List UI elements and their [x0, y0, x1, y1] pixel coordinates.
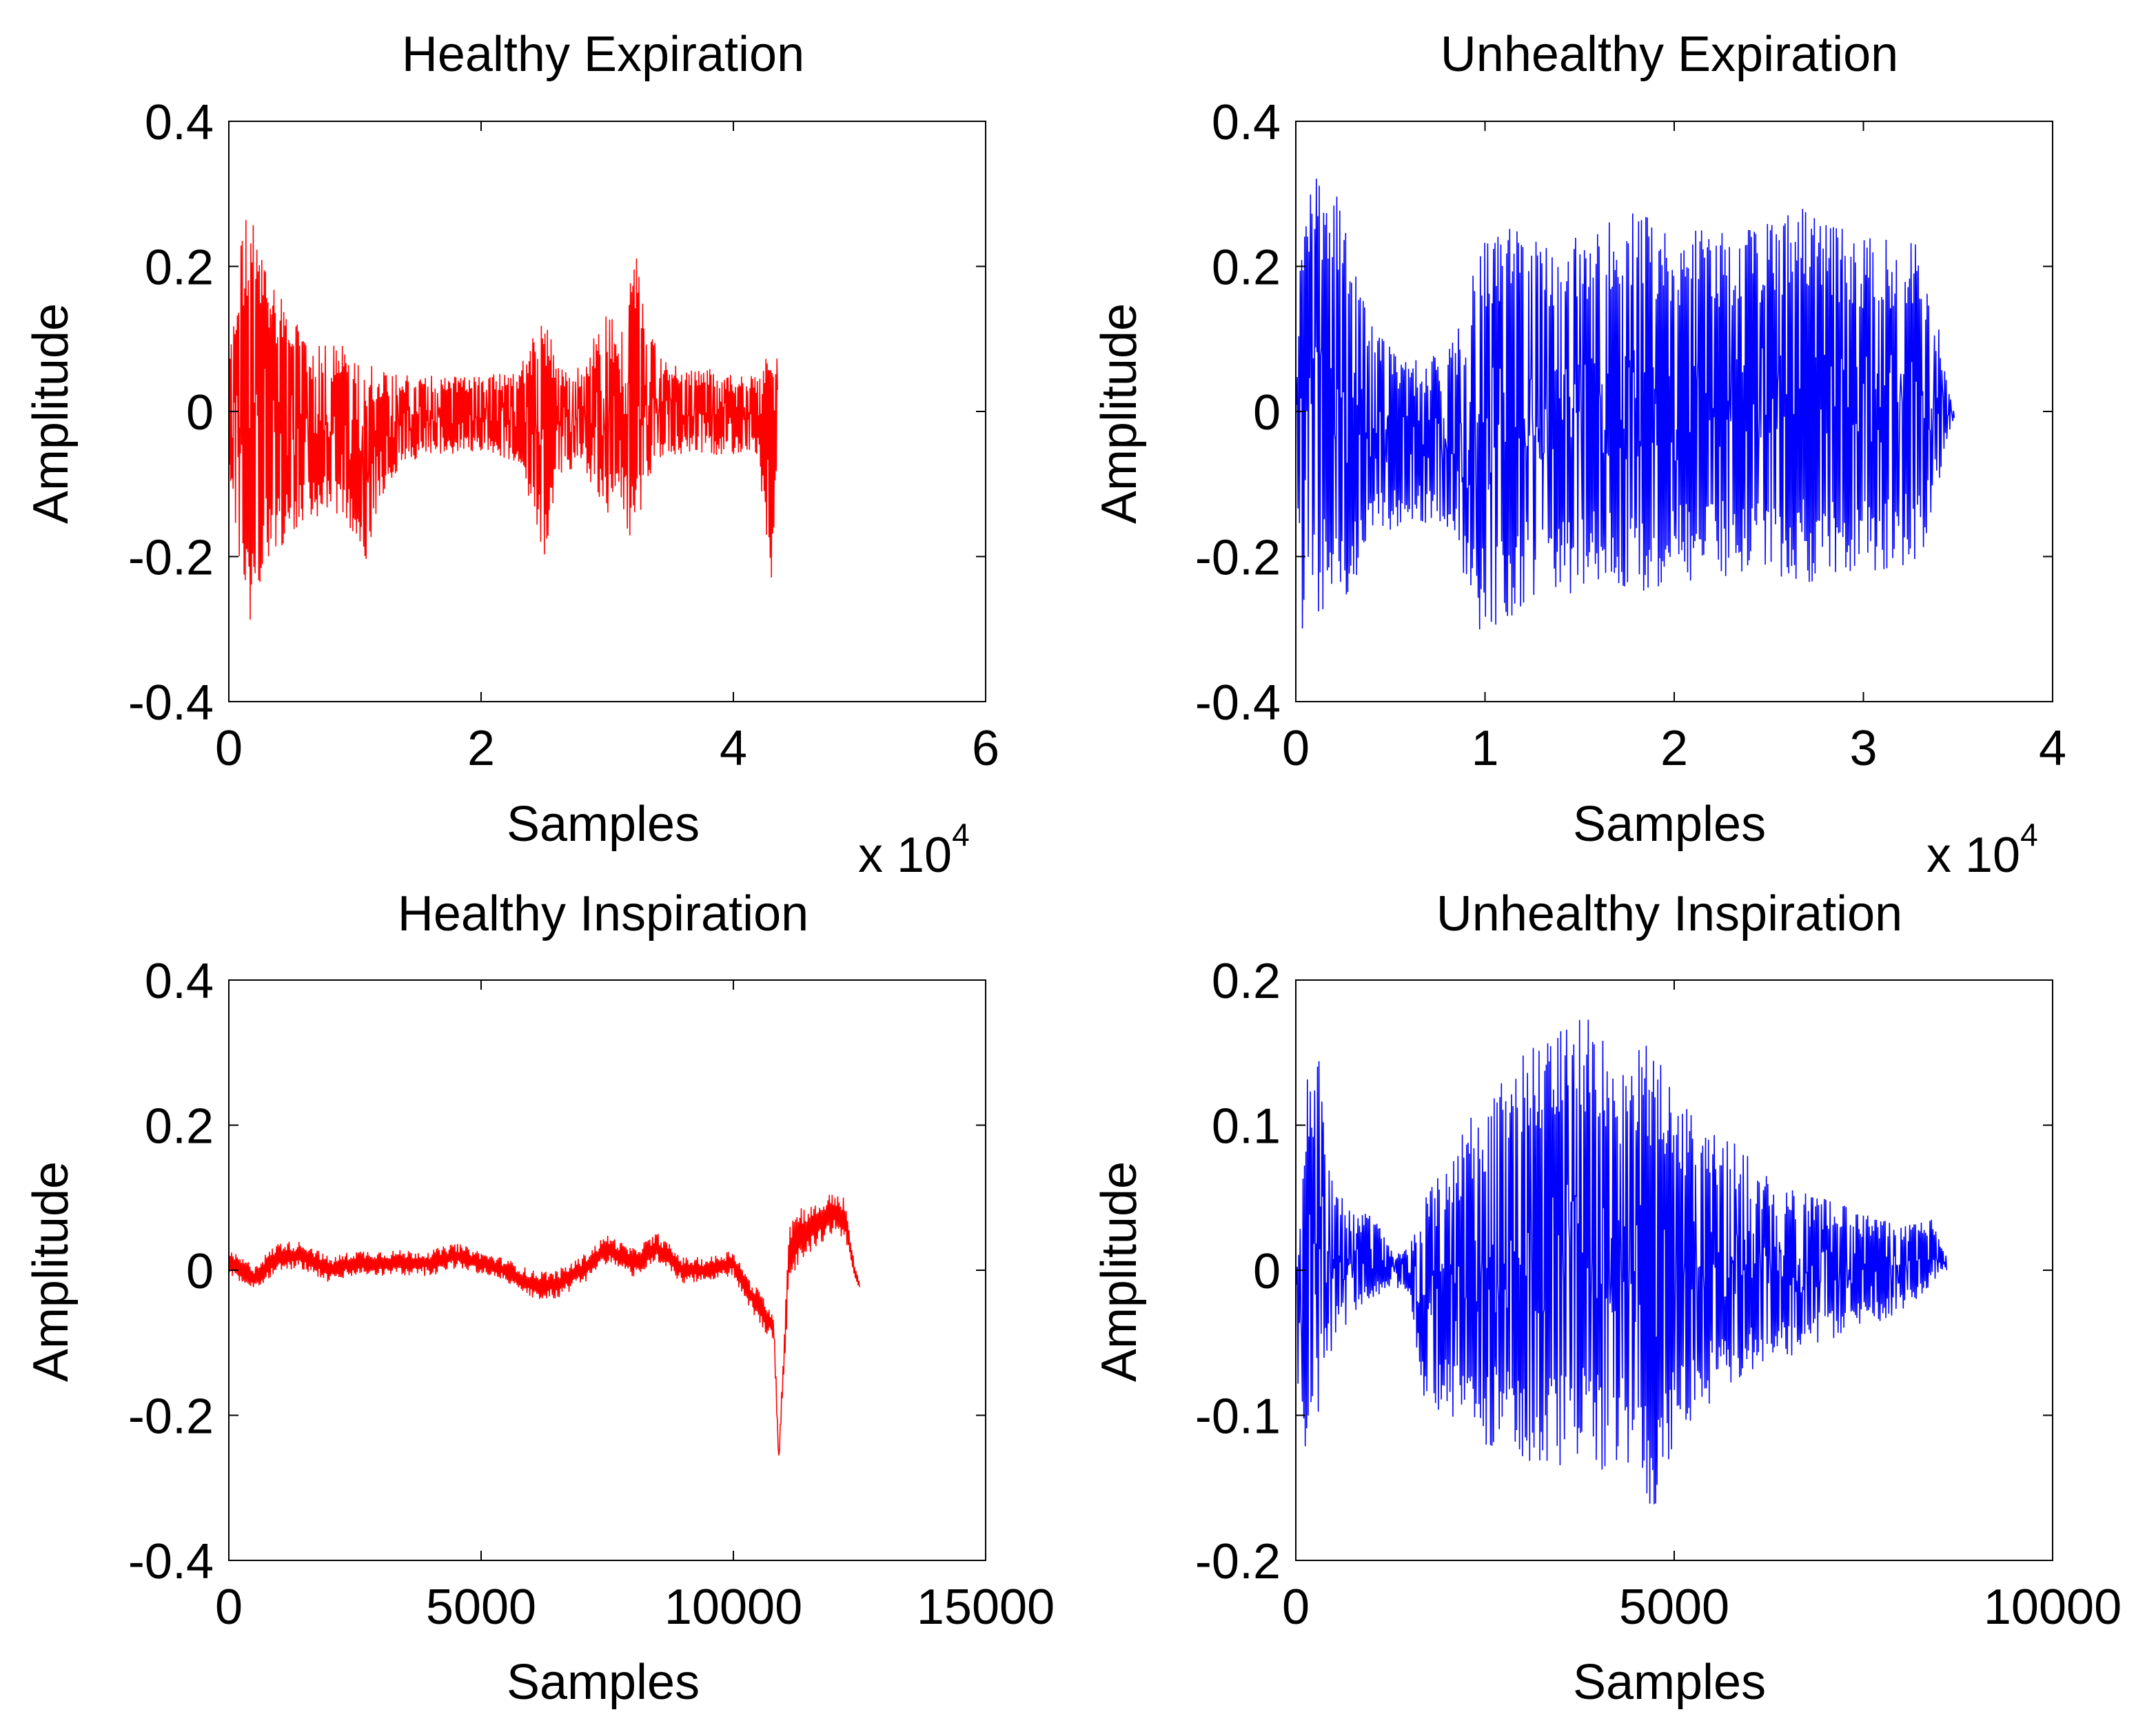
x-tick-label: 10000	[664, 1580, 802, 1635]
y-axis-label: Amplitude	[1092, 303, 1147, 524]
y-tick-label: -0.4	[128, 675, 214, 731]
y-tick-label: 0	[1253, 1244, 1281, 1299]
chart-title: Unhealthy Inspiration	[1436, 886, 1902, 941]
x-axis-label: Samples	[507, 797, 700, 852]
axes: 0 5000 10000 -0.2 -0.1 0 0.1 0.2	[1195, 954, 2122, 1635]
x-tick-label: 4	[2039, 721, 2066, 776]
y-axis-label: Amplitude	[23, 1161, 79, 1382]
y-tick-label: 0.4	[145, 954, 214, 1009]
y-tick-label: -0.2	[1195, 1534, 1281, 1589]
y-tick-label: -0.2	[128, 531, 214, 586]
y-tick-label: -0.2	[128, 1389, 214, 1445]
x-tick-label: 15000	[917, 1580, 1055, 1635]
axes: 0 2 4 6 -0.4 -0.2 0 0.2 0.4	[128, 95, 999, 776]
y-tick-label: 0.2	[145, 241, 214, 296]
x-tick-label: 1	[1471, 721, 1498, 776]
chart-title: Healthy Expiration	[402, 27, 804, 82]
axes: 0 1 2 3 4 -0.4 -0.2 0 0.2 0.4	[1195, 95, 2066, 776]
chart-healthy-expiration: Healthy Expiration Samples Amplitude x 1…	[23, 27, 999, 883]
chart-unhealthy-expiration: Unhealthy Expiration Samples Amplitude x…	[1092, 27, 2066, 883]
y-tick-label: 0.1	[1212, 1099, 1281, 1154]
x-tick-label: 3	[1849, 721, 1877, 776]
y-tick-label: 0.2	[145, 1099, 214, 1154]
x-axis-label: Samples	[507, 1655, 700, 1710]
y-tick-label: 0.4	[1212, 95, 1281, 150]
y-tick-label: 0.4	[145, 95, 214, 150]
chart-healthy-inspiration: Healthy Inspiration Samples Amplitude 0 5…	[23, 886, 1055, 1710]
x-tick-label: 5000	[1619, 1580, 1729, 1635]
y-tick-label: 0.2	[1212, 241, 1281, 296]
x-tick-label: 0	[215, 1580, 243, 1635]
x-tick-label: 5000	[426, 1580, 536, 1635]
x-axis-exponent: x 104	[1926, 817, 2038, 883]
x-tick-label: 10000	[1984, 1580, 2122, 1635]
y-axis-label: Amplitude	[23, 303, 79, 524]
y-tick-label: -0.4	[1195, 675, 1281, 731]
signal-series	[228, 1194, 860, 1456]
x-tick-label: 6	[972, 721, 999, 776]
exponent-power: 4	[2020, 817, 2038, 853]
y-tick-label: -0.2	[1195, 531, 1281, 586]
x-tick-label: 0	[1282, 1580, 1310, 1635]
y-tick-label: -0.1	[1195, 1389, 1281, 1445]
y-tick-label: 0	[186, 385, 214, 440]
x-tick-label: 0	[215, 721, 243, 776]
chart-title: Unhealthy Expiration	[1441, 27, 1898, 82]
x-axis-label: Samples	[1573, 1655, 1766, 1710]
exponent-power: 4	[952, 817, 970, 853]
y-tick-label: 0	[186, 1244, 214, 1299]
exponent-base: x 10	[1926, 828, 2020, 883]
axes: 0 5000 10000 15000 -0.4 -0.2 0 0.2 0.4	[128, 954, 1055, 1635]
x-tick-label: 2	[467, 721, 495, 776]
signal-series	[1295, 179, 1955, 630]
exponent-base: x 10	[858, 828, 952, 883]
chart-title: Healthy Inspiration	[398, 886, 808, 941]
y-tick-label: 0	[1253, 385, 1281, 440]
signal-series	[228, 220, 778, 620]
x-tick-label: 2	[1660, 721, 1688, 776]
x-tick-label: 4	[720, 721, 747, 776]
x-axis-label: Samples	[1573, 797, 1766, 852]
y-tick-label: 0.2	[1212, 954, 1281, 1009]
y-tick-label: -0.4	[128, 1534, 214, 1589]
x-tick-label: 0	[1282, 721, 1310, 776]
signal-series	[1295, 1019, 1948, 1505]
chart-unhealthy-inspiration: Unhealthy Inspiration Samples Amplitude …	[1092, 886, 2122, 1710]
x-axis-exponent: x 104	[858, 817, 970, 883]
y-axis-label: Amplitude	[1092, 1161, 1147, 1382]
